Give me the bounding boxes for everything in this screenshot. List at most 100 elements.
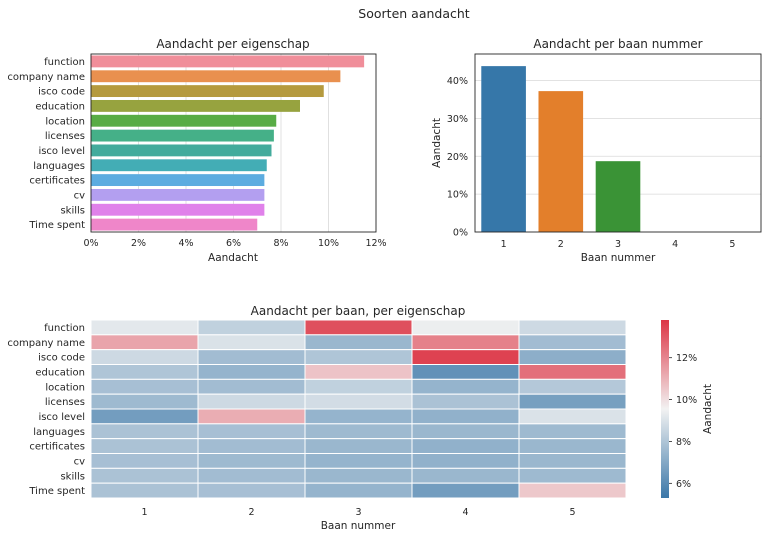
c3-heatmap-cell <box>304 482 413 499</box>
c3-heatmap-cell <box>411 467 520 484</box>
c1-title: Aandacht per eigenschap <box>156 37 309 51</box>
c1-y-tick-label: location <box>45 116 85 127</box>
c1-bar <box>91 218 258 231</box>
c2-y-tick-labels: 0% 10% 20% 30% 40% <box>447 76 468 238</box>
c2-bar <box>595 161 641 232</box>
c3-heatmap-cell <box>304 408 413 425</box>
c1-bar <box>91 114 277 127</box>
c3-heatmap-cell <box>197 393 306 410</box>
c3-heatmap-cell <box>90 378 199 395</box>
c3-heatmap-cells <box>90 319 627 499</box>
c1-y-tick-label: function <box>44 57 85 68</box>
c3-heatmap-cell <box>304 364 413 380</box>
c3-heatmap-cell <box>90 438 199 454</box>
c1-bar <box>91 55 365 68</box>
c3-heatmap-cell <box>90 319 199 336</box>
c1-y-tick-label: languages <box>33 161 85 172</box>
c1-bar <box>91 129 274 142</box>
c1-y-tick-label: company name <box>7 72 85 83</box>
c3-heatmap-cell <box>518 482 627 499</box>
c3-y-tick-label: function <box>44 323 85 334</box>
c3-heatmap-cell <box>304 467 413 484</box>
c3-heatmap-cell <box>518 378 627 395</box>
chart-attention-per-property: function company name isco code education lo… <box>7 37 386 264</box>
c3-heatmap-cell <box>411 438 520 454</box>
c3-heatmap-cell <box>90 408 199 425</box>
c2-x-tick-label: 4 <box>672 239 678 250</box>
c3-x-tick-label: 4 <box>462 507 468 518</box>
c2-axes-frame <box>474 53 762 233</box>
colorbar-tick-label: 10% <box>676 395 697 406</box>
c3-heatmap-cell <box>90 423 199 440</box>
c1-y-tick-label: Time spent <box>28 220 85 231</box>
c3-heatmap-cell <box>411 453 520 469</box>
c1-bar <box>91 174 265 187</box>
c2-y-axis-label: Aandacht <box>431 118 443 168</box>
c3-heatmap-cell <box>304 334 413 351</box>
colorbar <box>661 320 669 498</box>
c2-x-tick-label: 2 <box>558 239 564 250</box>
c2-x-tick-label: 1 <box>501 239 507 250</box>
c3-y-tick-label: licenses <box>45 397 85 408</box>
chart-attention-per-job-per-property: function company name isco code education lo… <box>7 304 714 532</box>
c3-heatmap-cell <box>304 453 413 469</box>
c2-bar <box>481 66 526 233</box>
c3-x-tick-label: 1 <box>141 507 147 518</box>
colorbar-tick-label: 8% <box>676 437 691 448</box>
c3-heatmap-cell <box>90 482 199 499</box>
c3-heatmap-cell <box>90 334 199 351</box>
c3-heatmap-cell <box>197 467 306 484</box>
c1-bar <box>91 144 272 157</box>
c3-heatmap-cell <box>304 438 413 454</box>
c3-heatmap-cell <box>518 453 627 469</box>
c3-y-tick-label: certificates <box>29 442 85 453</box>
c3-heatmap-cell <box>411 482 520 499</box>
c3-heatmap-cell <box>518 393 627 410</box>
c3-title: Aandacht per baan, per eigenschap <box>251 304 466 318</box>
c3-heatmap-cell <box>411 319 520 336</box>
c1-x-tick-label: 6% <box>226 238 241 249</box>
c1-x-tick-label: 0% <box>83 238 98 249</box>
c3-heatmap-cell <box>518 423 627 440</box>
c1-x-axis-label: Aandacht <box>208 252 258 264</box>
c1-bars <box>91 55 365 231</box>
c1-x-tick-label: 12% <box>365 238 386 249</box>
c3-y-tick-label: Time spent <box>28 486 85 497</box>
c1-y-tick-label: licenses <box>45 131 85 142</box>
figure-title: Soorten aandacht <box>358 6 469 21</box>
c2-x-axis-label: Baan nummer <box>581 252 656 264</box>
c1-y-tick-label: isco code <box>38 87 85 98</box>
c1-bar <box>91 203 265 216</box>
c1-bar <box>91 159 267 172</box>
c3-y-tick-label: company name <box>7 338 85 349</box>
c3-x-tick-label: 3 <box>355 507 361 518</box>
c3-heatmap-cell <box>197 334 306 351</box>
c3-heatmap-cell <box>90 349 199 365</box>
c1-x-tick-labels: 0% 2% 4% 6% 8% 10% 12% <box>83 238 386 249</box>
c1-bar <box>91 99 300 112</box>
c1-y-tick-label: cv <box>74 190 85 201</box>
c3-x-axis-label: Baan nummer <box>321 520 396 532</box>
c2-x-tick-labels: 1 2 3 4 5 <box>501 239 736 250</box>
c3-heatmap-cell <box>90 364 199 380</box>
colorbar-label: Aandacht <box>702 384 714 434</box>
c1-bar <box>91 70 341 83</box>
colorbar-tick-label: 12% <box>676 353 697 364</box>
colorbar-tick-label: 6% <box>676 479 691 490</box>
c3-heatmap-cell <box>304 319 413 336</box>
c3-heatmap-cell <box>197 408 306 425</box>
c2-bar <box>538 91 584 232</box>
c3-x-tick-label: 5 <box>569 507 575 518</box>
c3-x-tick-label: 2 <box>248 507 254 518</box>
c2-x-tick-label: 3 <box>615 239 621 250</box>
c2-y-tick-label: 10% <box>447 190 468 201</box>
c3-heatmap-cell <box>90 467 199 484</box>
c1-y-tick-label: education <box>35 101 85 112</box>
c3-heatmap-cell <box>197 438 306 454</box>
c1-x-tick-label: 10% <box>318 238 339 249</box>
c3-y-tick-labels: function company name isco code education lo… <box>7 323 85 497</box>
c3-heatmap-cell <box>197 364 306 380</box>
c2-y-tick-label: 0% <box>453 228 468 239</box>
c3-heatmap-cell <box>197 319 306 336</box>
c1-x-tick-label: 4% <box>178 238 193 249</box>
